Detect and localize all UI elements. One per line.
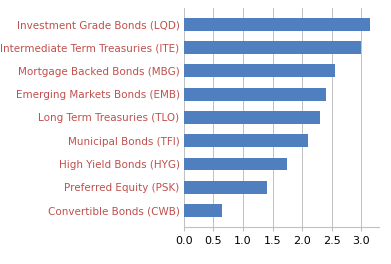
Bar xyxy=(184,88,326,101)
Bar xyxy=(184,64,335,77)
Bar xyxy=(184,181,267,194)
Bar xyxy=(184,41,362,54)
Bar xyxy=(184,134,308,147)
Bar xyxy=(184,18,370,31)
Bar xyxy=(184,204,222,217)
Bar xyxy=(184,111,320,124)
Bar xyxy=(184,158,287,171)
